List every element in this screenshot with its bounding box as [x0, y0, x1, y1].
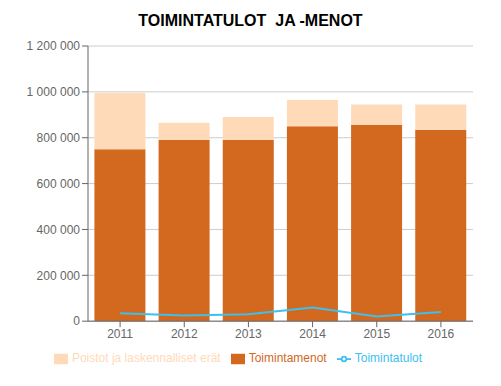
- svg-text:2013: 2013: [235, 327, 262, 341]
- svg-text:1 200 000: 1 200 000: [27, 39, 81, 53]
- svg-text:2011: 2011: [107, 327, 133, 341]
- html-text:TOIMINTATULOT JA -MENOT: TOIMINTATULOT JA -MENOT: [138, 12, 363, 29]
- svg-text:1 000 000: 1 000 000: [27, 85, 81, 99]
- svg-text:0: 0: [73, 314, 80, 328]
- html-text:Toimintatulot: Toimintatulot: [354, 351, 423, 366]
- svg-text:200 000: 200 000: [37, 269, 81, 283]
- svg-text:400 000: 400 000: [37, 223, 81, 237]
- svg-text:800 000: 800 000: [37, 131, 81, 145]
- html-text:Poistot ja laskennalliset erät: Poistot ja laskennalliset erät: [71, 351, 221, 366]
- svg-text:2012: 2012: [171, 327, 198, 341]
- svg-text:600 000: 600 000: [37, 177, 81, 191]
- svg-text:2015: 2015: [363, 327, 390, 341]
- html-text:Toimintamenot: Toimintamenot: [248, 351, 327, 366]
- svg-text:2016: 2016: [428, 327, 455, 341]
- svg-text:2014: 2014: [299, 327, 326, 341]
